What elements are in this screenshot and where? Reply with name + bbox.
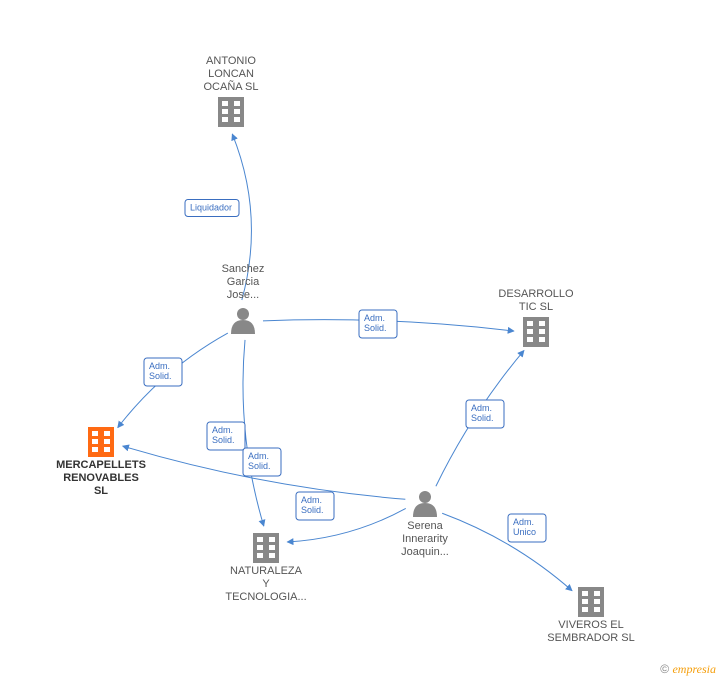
edge-label-text: Liquidador [190, 203, 232, 213]
edge-label-sanchez-naturaleza: Adm.Solid. [207, 422, 245, 450]
node-label: ANTONIO [206, 55, 256, 67]
person-icon [231, 308, 255, 334]
node-label: Jose... [227, 289, 259, 301]
node-viveros[interactable]: VIVEROS ELSEMBRADOR SL [547, 587, 634, 644]
node-label: MERCAPELLETS [56, 459, 146, 471]
edge-label-sanchez-desarrollo: Adm.Solid. [359, 310, 397, 338]
brand-name: empresia [672, 662, 716, 676]
node-label: Y [262, 578, 270, 590]
edge-label-serena-mercapellets: Adm.Solid. [243, 448, 281, 476]
edge-label-text: Solid. [301, 505, 324, 515]
node-serena[interactable]: SerenaInnerarityJoaquin... [401, 491, 449, 558]
node-desarrollo[interactable]: DESARROLLOTIC SL [498, 288, 574, 347]
node-label: Serena [407, 520, 443, 532]
edge-label-text: Solid. [149, 371, 172, 381]
company-icon [253, 533, 279, 563]
node-label: Joaquin... [401, 546, 449, 558]
edge-label-sanchez-antonio: Liquidador [185, 200, 239, 217]
edge-label-text: Adm. [471, 403, 492, 413]
edge-serena-viveros [442, 513, 572, 590]
node-label: OCAÑA SL [203, 80, 258, 93]
edge-label-text: Unico [513, 527, 536, 537]
edge-label-text: Adm. [301, 495, 322, 505]
edge-label-text: Adm. [212, 425, 233, 435]
node-antonio[interactable]: ANTONIOLONCANOCAÑA SL [203, 55, 258, 127]
node-label: TIC SL [519, 301, 553, 313]
node-naturaleza[interactable]: NATURALEZAYTECNOLOGIA... [225, 533, 306, 603]
footer: © empresia [660, 662, 716, 677]
node-sanchez[interactable]: SanchezGarciaJose... [222, 263, 265, 334]
person-icon [413, 491, 437, 517]
edge-label-text: Adm. [248, 451, 269, 461]
company-icon [88, 427, 114, 457]
node-label: NATURALEZA [230, 565, 303, 577]
company-icon [218, 97, 244, 127]
edge-label-serena-desarrollo: Adm.Solid. [466, 400, 504, 428]
node-label: LONCAN [208, 68, 254, 80]
node-label: TECNOLOGIA... [225, 591, 306, 603]
edge-label-text: Adm. [513, 517, 534, 527]
edge-label-text: Solid. [248, 461, 271, 471]
node-label: VIVEROS EL [558, 619, 623, 631]
edge-label-text: Solid. [364, 323, 387, 333]
node-label: Garcia [227, 276, 260, 288]
company-icon [523, 317, 549, 347]
copyright-symbol: © [660, 662, 669, 676]
company-icon [578, 587, 604, 617]
edge-label-text: Adm. [149, 361, 170, 371]
edge-label-sanchez-mercapellets: Adm.Solid. [144, 358, 182, 386]
edge-label-serena-naturaleza: Adm.Solid. [296, 492, 334, 520]
edge-label-text: Solid. [471, 413, 494, 423]
edge-label-serena-viveros: Adm.Unico [508, 514, 546, 542]
edge-label-text: Solid. [212, 435, 235, 445]
node-label: RENOVABLES [63, 472, 139, 484]
edge-label-text: Adm. [364, 313, 385, 323]
node-label: DESARROLLO [498, 288, 574, 300]
node-label: SL [94, 485, 108, 497]
node-label: Innerarity [402, 533, 448, 545]
network-diagram: LiquidadorAdm.Solid.Adm.Solid.Adm.Solid.… [0, 0, 728, 685]
node-label: SEMBRADOR SL [547, 632, 634, 644]
node-mercapellets[interactable]: MERCAPELLETSRENOVABLESSL [56, 427, 146, 497]
node-label: Sanchez [222, 263, 265, 275]
edge-sanchez-naturaleza [243, 340, 264, 526]
